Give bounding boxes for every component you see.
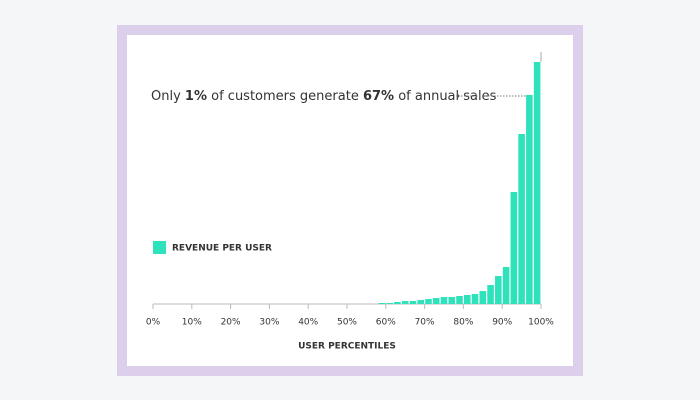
bar <box>495 276 502 304</box>
bar <box>526 95 533 304</box>
annotation-part: of annual sales <box>394 89 497 104</box>
bar <box>394 302 401 304</box>
bar <box>471 294 479 304</box>
annotation-part: 1% <box>185 89 207 104</box>
legend-label: REVENUE PER USER <box>172 244 272 254</box>
x-axis-label: USER PERCENTILES <box>298 342 396 352</box>
bar <box>518 134 525 304</box>
bar <box>487 285 494 304</box>
x-tick-label: 50% <box>337 318 357 328</box>
bar <box>510 192 518 304</box>
bar <box>533 62 541 304</box>
x-tick-label: 70% <box>415 318 435 328</box>
annotation-part: 67% <box>363 89 394 104</box>
bar <box>417 300 424 304</box>
x-tick-label: 100% <box>528 318 554 328</box>
bar <box>386 303 393 304</box>
annotation-part: of customers generate <box>207 89 363 104</box>
bar <box>409 301 417 304</box>
bar <box>432 298 440 304</box>
bar <box>440 297 448 304</box>
x-tick-label: 20% <box>221 318 241 328</box>
frame <box>117 25 583 376</box>
bar <box>425 299 432 304</box>
bar <box>401 301 409 304</box>
x-tick-label: 40% <box>298 318 318 328</box>
x-tick-label: 90% <box>492 318 512 328</box>
x-tick-label: 10% <box>182 318 202 328</box>
x-tick-label: 0% <box>146 318 161 328</box>
bar <box>456 296 463 304</box>
bar <box>502 267 510 304</box>
annotation: Only 1% of customers generate 67% of ann… <box>151 89 497 104</box>
annotation-part: Only <box>151 89 185 104</box>
x-tick-label: 80% <box>453 318 473 328</box>
legend-swatch <box>153 241 166 254</box>
bar <box>448 297 456 304</box>
bar <box>479 291 487 304</box>
x-tick-label: 60% <box>376 318 396 328</box>
leader-dot <box>456 94 460 98</box>
bar <box>378 303 386 304</box>
bar <box>464 295 471 304</box>
x-tick-label: 30% <box>259 318 279 328</box>
